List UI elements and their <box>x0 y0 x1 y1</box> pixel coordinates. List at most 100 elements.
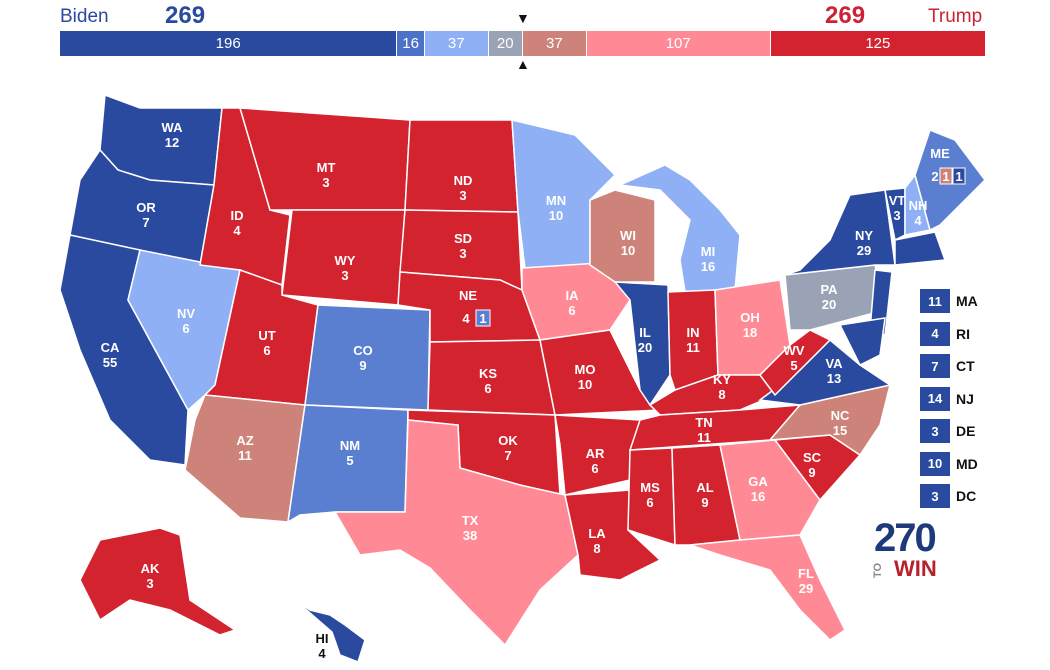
state-label-la: LA <box>588 526 606 541</box>
small-state-box-ri[interactable]: 4 <box>920 321 950 346</box>
ne-split-box <box>475 309 491 327</box>
state-ev-mt: 3 <box>322 175 329 190</box>
state-hi[interactable] <box>294 599 366 663</box>
state-ev-pa: 20 <box>822 297 836 312</box>
state-ev-mn: 10 <box>549 208 563 223</box>
state-ev-va: 13 <box>827 371 841 386</box>
state-ev-ky: 8 <box>718 387 725 402</box>
bar-segment-likely-d[interactable]: 16 <box>397 31 425 56</box>
bar-segment-lean-d[interactable]: 37 <box>424 31 489 56</box>
state-ev-ok: 7 <box>504 448 511 463</box>
state-label-in: IN <box>687 325 700 340</box>
state-md-region[interactable] <box>838 317 886 367</box>
logo-win: WIN <box>894 556 937 581</box>
me-split-label-2: 1 <box>942 169 949 184</box>
state-label-sd: SD <box>454 231 472 246</box>
bar-segment-tilt-r[interactable]: 37 <box>522 31 587 56</box>
state-ga[interactable] <box>719 439 821 541</box>
state-ev-wi: 10 <box>621 243 635 258</box>
bar-segment-lean-r[interactable]: 107 <box>586 31 771 56</box>
state-ny[interactable] <box>784 189 896 276</box>
state-ev-ak: 3 <box>146 576 153 591</box>
state-ev-fl: 29 <box>799 581 813 596</box>
state-ev-nc: 15 <box>833 423 847 438</box>
small-state-box-ma[interactable]: 11 <box>920 289 950 313</box>
logo-to: TO <box>872 562 884 578</box>
state-ev-sd: 3 <box>459 246 466 261</box>
state-label-sc: SC <box>803 450 822 465</box>
state-ev-la: 8 <box>593 541 600 556</box>
me-split-box-2 <box>952 167 966 185</box>
bar-segment-tossup[interactable]: 20 <box>488 31 523 56</box>
state-label-ak: AK <box>141 561 160 576</box>
small-state-box-dc[interactable]: 3 <box>920 484 950 508</box>
state-label-id: ID <box>231 208 244 223</box>
state-ev-tn: 11 <box>697 430 711 445</box>
state-ev-ne: 4 <box>462 311 470 326</box>
small-state-label-md: MD <box>956 455 978 472</box>
state-ev-in: 11 <box>686 340 700 355</box>
small-state-label-ri: RI <box>956 325 970 342</box>
state-label-ia: IA <box>566 288 580 303</box>
state-label-vt: VT <box>889 193 906 208</box>
state-ma-region[interactable] <box>894 231 947 266</box>
state-ev-co: 9 <box>359 358 366 373</box>
state-ev-ca: 55 <box>103 355 117 370</box>
state-ev-ny: 29 <box>857 243 871 258</box>
state-label-ar: AR <box>586 446 605 461</box>
majority-marker-bottom: ▲ <box>516 56 530 72</box>
state-label-mi: MI <box>701 244 715 259</box>
state-label-wa: WA <box>162 120 184 135</box>
biden-total: 269 <box>165 2 206 29</box>
electoral-vote-bar: 196 16 37 20 37 107 125 <box>60 31 986 56</box>
state-label-mo: MO <box>575 362 596 377</box>
state-mt[interactable] <box>238 107 411 211</box>
state-ev-ia: 6 <box>568 303 575 318</box>
state-label-ut: UT <box>258 328 275 343</box>
state-ev-or: 7 <box>142 215 149 230</box>
state-ak[interactable] <box>79 527 237 636</box>
state-ev-ks: 6 <box>484 381 491 396</box>
small-state-label-ma: MA <box>956 293 978 309</box>
state-ev-ut: 6 <box>263 343 270 358</box>
state-fl[interactable] <box>689 534 846 641</box>
small-state-box-nj[interactable]: 14 <box>920 386 950 411</box>
state-label-nv: NV <box>177 306 195 321</box>
state-label-wv: WV <box>784 343 805 358</box>
state-ev-mi: 16 <box>701 259 715 274</box>
state-ev-il: 20 <box>638 340 652 355</box>
state-ev-ar: 6 <box>591 461 598 476</box>
me-split-label-3: 1 <box>955 169 962 184</box>
state-label-ga: GA <box>748 474 768 489</box>
bar-segment-safe-r[interactable]: 125 <box>770 31 986 56</box>
state-label-nd: ND <box>454 173 473 188</box>
state-wi[interactable] <box>589 189 656 283</box>
state-ev-al: 9 <box>701 495 708 510</box>
state-label-az: AZ <box>236 433 253 448</box>
state-ar[interactable] <box>554 414 641 496</box>
small-state-box-de[interactable]: 3 <box>920 419 950 443</box>
state-label-ok: OK <box>498 433 518 448</box>
state-label-ny: NY <box>855 228 873 243</box>
state-ev-ms: 6 <box>646 495 653 510</box>
state-label-il: IL <box>639 325 651 340</box>
small-state-box-ct[interactable]: 7 <box>920 354 950 378</box>
state-ev-vt: 3 <box>893 208 900 223</box>
state-ev-nd: 3 <box>459 188 466 203</box>
state-wv[interactable] <box>759 329 832 397</box>
state-label-va: VA <box>825 356 843 371</box>
state-ev-id: 4 <box>233 223 241 238</box>
bar-segment-safe-d[interactable]: 196 <box>60 31 398 56</box>
270towin-logo: 270 TO WIN <box>872 516 946 584</box>
state-label-ne: NE <box>459 288 477 303</box>
state-label-nc: NC <box>831 408 850 423</box>
me-split-box-1 <box>939 167 953 185</box>
state-label-al: AL <box>696 480 713 495</box>
small-state-box-md[interactable]: 10 <box>920 451 950 476</box>
state-tx[interactable] <box>333 419 579 647</box>
state-ev-sc: 9 <box>808 465 815 480</box>
state-label-co: CO <box>353 343 373 358</box>
state-label-mn: MN <box>546 193 566 208</box>
state-label-ky: KY <box>713 372 731 387</box>
trump-label: Trump <box>928 6 983 27</box>
